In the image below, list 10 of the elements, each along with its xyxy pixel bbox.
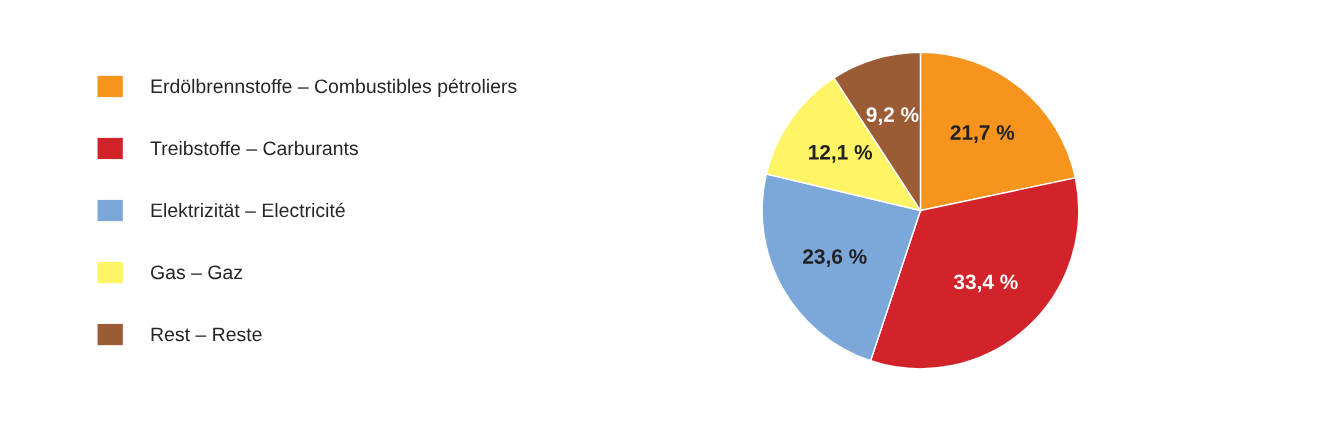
data-label: 33,4 %: [953, 274, 1018, 293]
data-label: 12,1 %: [809, 144, 873, 163]
legend-label: Elektrizität – Electricité: [151, 202, 345, 218]
legend-label: Erdölbrennstoffe – Combustibles pétroliers: [151, 78, 517, 97]
legend-label: Treibstoffe – Carburants: [150, 140, 358, 156]
data-label: 21,7 %: [950, 125, 1015, 143]
data-label: 9,2 %: [866, 107, 919, 126]
legend-label: Gas – Gaz: [151, 265, 243, 280]
legend-label: Rest – Reste: [151, 327, 262, 342]
data-label: 23,6 %: [803, 249, 867, 267]
